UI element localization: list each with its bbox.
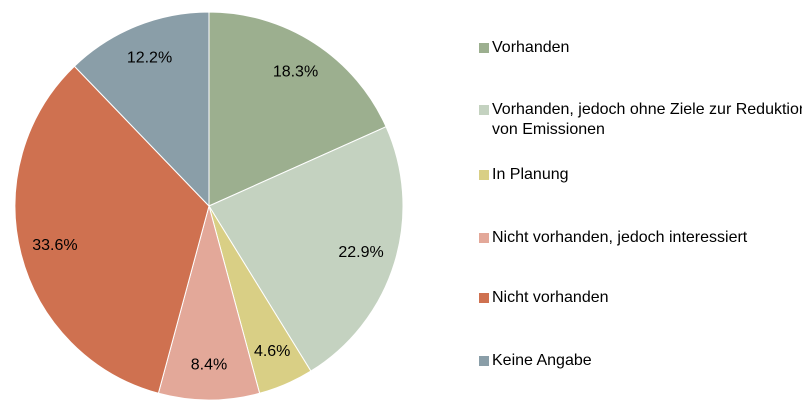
legend-item: Nicht vorhanden [479,288,802,308]
data-label: 8.4% [191,356,227,373]
data-label: 12.2% [127,50,172,67]
legend-label: Vorhanden, jedoch ohne Ziele zur Redukti… [492,101,802,138]
legend-swatch [479,293,489,303]
legend-item: In Planung [479,165,802,185]
pie-slice [208,126,404,372]
legend-swatch [479,43,489,53]
legend-label: Nicht vorhanden [492,289,609,306]
legend-item: Nicht vorhanden, jedoch interessiert [479,228,802,248]
legend-label: In Planung [492,166,569,183]
legend-label: Nicht vorhanden, jedoch interessiert [492,229,748,246]
data-label: 22.9% [338,244,383,261]
pie-slice [157,204,261,401]
legend-swatch [479,105,489,115]
legend-item: Keine Angabe [479,351,802,371]
pie-slice [208,11,387,207]
data-label: 33.6% [32,237,77,254]
pie-slice [73,11,210,208]
legend-swatch [479,233,489,243]
legend-swatch [479,356,489,366]
legend-label: Keine Angabe [492,352,592,369]
legend-swatch [479,170,489,180]
legend-item: Vorhanden [479,38,802,58]
pie-slice [14,65,210,394]
legend-label: Vorhanden [492,39,570,56]
legend-item: Vorhanden, jedoch ohne Ziele zur Redukti… [479,100,802,140]
data-label: 4.6% [254,343,290,360]
data-label: 18.3% [273,64,318,81]
